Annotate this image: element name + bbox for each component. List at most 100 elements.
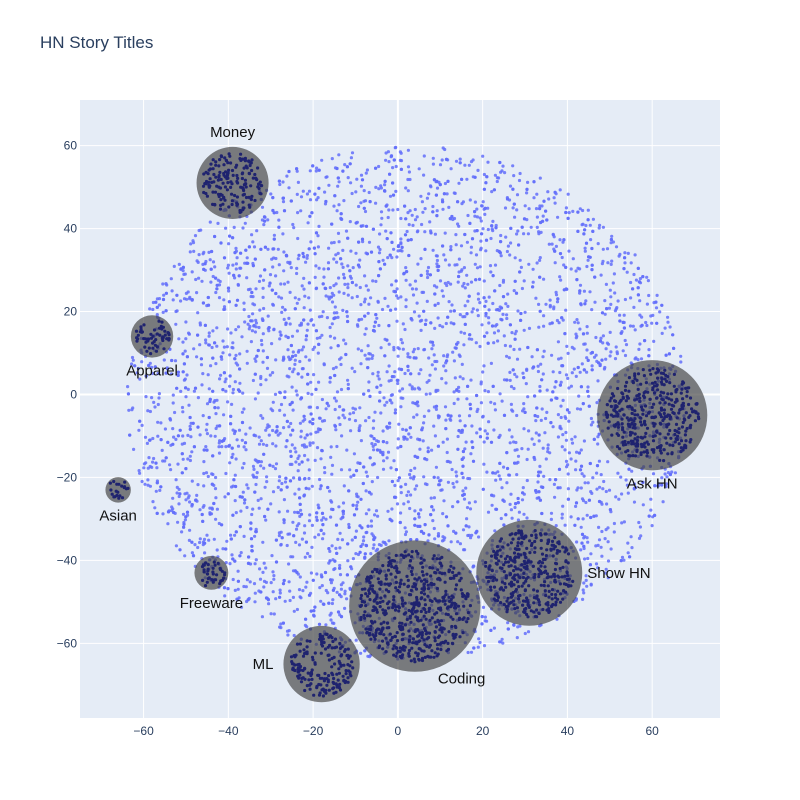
- data-point: [325, 316, 329, 320]
- data-point: [239, 551, 243, 555]
- data-point: [260, 615, 264, 619]
- data-point: [647, 514, 651, 518]
- cluster-point: [250, 168, 254, 173]
- data-point: [622, 558, 626, 562]
- data-point: [285, 439, 289, 443]
- data-point: [181, 434, 185, 438]
- data-point: [449, 414, 453, 418]
- data-point: [287, 562, 291, 566]
- data-point: [482, 440, 486, 444]
- data-point: [634, 278, 639, 282]
- data-point: [143, 482, 147, 486]
- data-point: [306, 221, 310, 225]
- data-point: [291, 520, 295, 524]
- data-point: [656, 484, 660, 488]
- cluster-point: [204, 170, 208, 174]
- data-point: [321, 537, 325, 541]
- data-point: [286, 335, 290, 340]
- data-point: [483, 206, 487, 210]
- data-point: [565, 344, 569, 348]
- data-point: [188, 500, 192, 504]
- data-point: [394, 164, 398, 169]
- data-point: [395, 294, 399, 298]
- data-point: [247, 327, 251, 331]
- y-tick-label: −60: [57, 636, 78, 650]
- data-point: [422, 173, 426, 177]
- data-point: [397, 347, 401, 351]
- data-point: [339, 583, 343, 587]
- cluster-point: [327, 653, 331, 657]
- data-point: [157, 297, 162, 301]
- data-point: [483, 615, 487, 619]
- data-point: [465, 397, 469, 401]
- y-tick-label: −20: [57, 470, 78, 484]
- data-point: [241, 490, 245, 494]
- data-point: [582, 289, 587, 293]
- data-point: [453, 263, 457, 267]
- data-point: [231, 557, 235, 561]
- cluster-point: [242, 192, 246, 196]
- data-point: [489, 270, 493, 274]
- data-point: [224, 547, 228, 551]
- cluster-point: [307, 678, 311, 682]
- data-point: [304, 617, 308, 621]
- data-point: [465, 240, 469, 244]
- data-point: [433, 367, 437, 371]
- data-point: [514, 291, 519, 295]
- data-point: [202, 471, 206, 476]
- data-point: [352, 452, 356, 456]
- data-point: [497, 474, 501, 478]
- data-point: [279, 296, 284, 300]
- data-point: [214, 412, 218, 416]
- data-point: [564, 373, 569, 377]
- data-point: [406, 490, 410, 494]
- data-point: [516, 501, 520, 505]
- data-point: [536, 480, 540, 484]
- data-point: [649, 508, 653, 512]
- data-point: [207, 331, 211, 335]
- data-point: [560, 316, 564, 320]
- data-point: [413, 207, 417, 212]
- data-point: [287, 375, 291, 379]
- cluster-point: [162, 347, 166, 351]
- data-point: [351, 503, 355, 507]
- data-point: [590, 246, 594, 251]
- data-point: [651, 313, 655, 317]
- data-point: [231, 577, 235, 582]
- data-point: [284, 445, 288, 449]
- data-point: [416, 262, 420, 266]
- data-point: [452, 359, 456, 363]
- data-point: [328, 380, 332, 384]
- data-point: [292, 633, 296, 638]
- data-point: [252, 303, 257, 307]
- data-point: [609, 237, 614, 242]
- data-point: [504, 235, 508, 239]
- data-point: [492, 428, 496, 432]
- data-point: [560, 516, 564, 520]
- data-point: [519, 265, 524, 269]
- data-point: [546, 446, 550, 451]
- data-point: [589, 423, 594, 427]
- data-point: [423, 322, 428, 326]
- data-point: [238, 554, 242, 558]
- data-point: [343, 589, 347, 593]
- data-point: [300, 348, 304, 352]
- data-point: [305, 253, 309, 258]
- cluster-point: [335, 672, 339, 676]
- data-point: [204, 338, 208, 342]
- data-point: [637, 280, 642, 284]
- data-point: [587, 394, 591, 398]
- data-point: [567, 211, 571, 215]
- data-point: [457, 181, 461, 185]
- data-point: [590, 368, 594, 372]
- data-point: [415, 301, 419, 305]
- data-point: [575, 450, 579, 454]
- data-point: [521, 491, 525, 495]
- data-point: [405, 493, 409, 497]
- data-point: [336, 344, 340, 348]
- data-point: [391, 181, 395, 185]
- cluster-point: [211, 566, 215, 570]
- cluster-point: [219, 177, 223, 182]
- data-point: [259, 247, 263, 251]
- data-point: [449, 167, 453, 171]
